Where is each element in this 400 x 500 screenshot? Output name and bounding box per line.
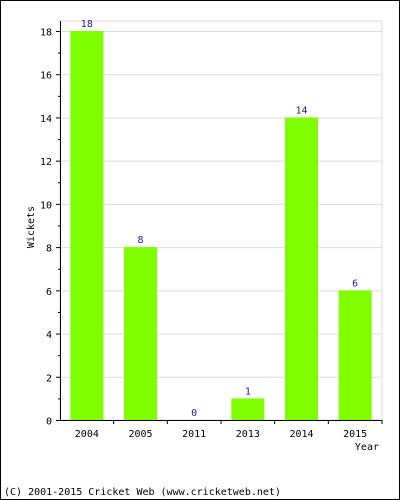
bar-2005: [124, 247, 157, 420]
bar-2013: [231, 398, 265, 420]
x-tick-label-2004: 2004: [75, 429, 99, 440]
x-tick-label-2005: 2005: [128, 429, 152, 440]
bars: [70, 31, 372, 420]
x-tick-label-2015: 2015: [343, 429, 367, 440]
y-tick-label: 18: [40, 28, 52, 39]
y-tick-label: 6: [46, 287, 52, 298]
bar-2015: [338, 290, 372, 420]
y-tick-label: 12: [40, 157, 52, 168]
x-axis-title: Year: [355, 442, 379, 453]
y-tick-label: 10: [40, 200, 52, 211]
bar-2014: [285, 117, 318, 420]
y-tick-label: 8: [46, 244, 52, 255]
x-tick-label-2014: 2014: [289, 429, 313, 440]
y-tick-label: 0: [46, 417, 52, 428]
y-tick-label: 16: [40, 71, 52, 82]
y-axis-title: Wickets: [26, 206, 37, 248]
y-tick-label: 14: [40, 114, 52, 125]
data-label-2005: 8: [137, 235, 143, 246]
copyright-text: (C) 2001-2015 Cricket Web (www.cricketwe…: [4, 487, 281, 498]
y-tick-label: 2: [46, 373, 52, 384]
grid-lines: [59, 20, 383, 421]
plot-area: [59, 20, 383, 421]
bar-2004: [70, 31, 104, 420]
data-label-2011: 0: [191, 408, 197, 419]
axes: [56, 21, 383, 424]
labels: 0 2 4 6 8 10 12 14 16 18 18 2004 8 2005 0 2011 1 2013 14 20…: [40, 19, 367, 440]
data-label-2014: 14: [295, 105, 307, 116]
x-tick-label-2011: 2011: [182, 429, 206, 440]
data-label-2015: 6: [352, 278, 358, 289]
data-label-2004: 18: [81, 19, 93, 30]
y-tick-label: 4: [46, 330, 52, 341]
x-tick-label-2013: 2013: [236, 429, 260, 440]
data-label-2013: 1: [245, 386, 251, 397]
